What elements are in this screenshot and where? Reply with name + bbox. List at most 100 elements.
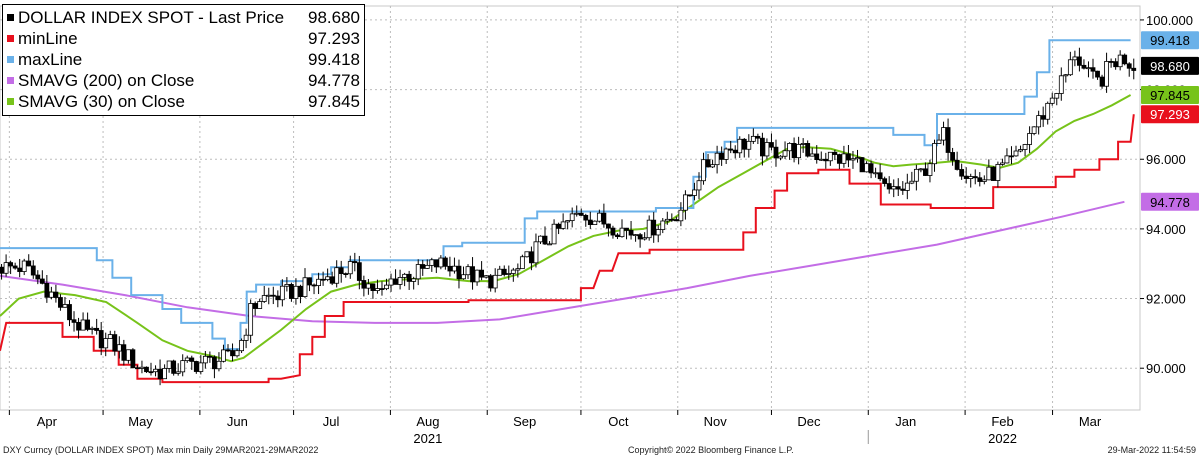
candle-up bbox=[402, 273, 408, 278]
candle-up bbox=[506, 273, 512, 275]
candle-down bbox=[320, 278, 326, 281]
x-year-label: 2022 bbox=[988, 431, 1017, 445]
candle-down bbox=[433, 259, 439, 268]
x-tick-label: Jun bbox=[227, 414, 248, 429]
candle-down bbox=[252, 303, 258, 309]
candle-down bbox=[12, 265, 18, 269]
candle-up bbox=[166, 360, 172, 369]
candle-down bbox=[846, 153, 851, 161]
candle-down bbox=[67, 304, 72, 321]
candle-up bbox=[1031, 126, 1037, 134]
candle-up bbox=[474, 269, 480, 283]
x-tick-label: May bbox=[128, 414, 153, 429]
candle-down bbox=[963, 175, 969, 179]
value-tag bbox=[1141, 105, 1199, 124]
candle-up bbox=[692, 189, 697, 196]
candle-down bbox=[501, 268, 507, 275]
candle-up bbox=[927, 163, 933, 176]
candle-down bbox=[356, 262, 362, 281]
candle-down bbox=[85, 319, 91, 330]
candle-down bbox=[298, 285, 303, 298]
candle-up bbox=[560, 221, 566, 229]
candle-down bbox=[479, 269, 485, 278]
candle-down bbox=[669, 218, 675, 221]
legend-series-value: 97.293 bbox=[308, 28, 360, 48]
candle-down bbox=[307, 277, 312, 286]
candle-down bbox=[945, 127, 951, 153]
candle-down bbox=[148, 371, 154, 374]
candle-up bbox=[1063, 74, 1069, 77]
candle-up bbox=[1022, 144, 1028, 150]
candle-up bbox=[592, 220, 598, 226]
candle-down bbox=[98, 330, 104, 349]
candle-up bbox=[981, 179, 987, 182]
value-tag-label: 99.418 bbox=[1150, 33, 1190, 48]
candle-up bbox=[375, 288, 380, 291]
candle-up bbox=[1018, 149, 1023, 152]
candle-down bbox=[805, 143, 811, 157]
candle-down bbox=[270, 294, 276, 297]
candle-up bbox=[1000, 162, 1005, 165]
value-tag bbox=[1141, 85, 1199, 104]
candle-up bbox=[782, 150, 788, 157]
footer-timestamp: 29-Mar-2022 11:54:59 bbox=[1107, 445, 1196, 455]
candle-down bbox=[121, 344, 127, 361]
candle-up bbox=[778, 155, 783, 159]
candle-down bbox=[193, 361, 199, 372]
x-tick-label: Mar bbox=[1079, 414, 1102, 429]
candle-up bbox=[239, 340, 244, 352]
candle-up bbox=[524, 251, 530, 258]
series-smavg-200-on-close bbox=[0, 200, 1125, 324]
candle-down bbox=[587, 219, 593, 226]
candle-up bbox=[1027, 133, 1032, 145]
candle-up bbox=[248, 303, 254, 336]
candle-down bbox=[189, 357, 195, 362]
candles bbox=[0, 47, 1137, 386]
legend-series-value: 94.778 bbox=[308, 70, 360, 90]
candle-down bbox=[39, 278, 45, 284]
candle-up bbox=[596, 212, 602, 222]
candle-up bbox=[909, 180, 915, 184]
candle-down bbox=[35, 274, 41, 280]
candle-down bbox=[1090, 67, 1096, 72]
candle-down bbox=[370, 283, 376, 291]
legend-series-value: 98.680 bbox=[308, 7, 360, 27]
candle-up bbox=[569, 213, 575, 222]
candle-down bbox=[338, 267, 344, 274]
candle-up bbox=[397, 277, 403, 285]
candle-down bbox=[637, 234, 643, 240]
candle-down bbox=[977, 177, 983, 182]
candle-down bbox=[212, 356, 217, 370]
x-tick-label: Jan bbox=[895, 414, 916, 429]
candle-up bbox=[809, 153, 815, 157]
candle-down bbox=[542, 235, 548, 245]
legend-item: DOLLAR INDEX SPOT - Last Price 98.680 bbox=[7, 7, 360, 28]
candle-down bbox=[1108, 61, 1114, 63]
candle-up bbox=[678, 209, 684, 222]
value-tag-label: 98.680 bbox=[1150, 59, 1190, 74]
candle-down bbox=[135, 367, 140, 370]
candle-up bbox=[1117, 54, 1123, 68]
candle-up bbox=[800, 143, 806, 145]
candle-down bbox=[959, 169, 965, 177]
candle-up bbox=[932, 143, 937, 165]
candle-down bbox=[578, 212, 584, 216]
legend-item: SMAVG (200) on Close 94.778 bbox=[7, 70, 360, 91]
candle-down bbox=[343, 273, 349, 275]
candle-up bbox=[347, 261, 353, 275]
candle-up bbox=[664, 218, 670, 222]
candle-up bbox=[180, 360, 186, 373]
candle-down bbox=[900, 188, 906, 191]
candle-down bbox=[529, 251, 534, 264]
candle-up bbox=[574, 212, 580, 215]
candle-up bbox=[1072, 56, 1078, 61]
candle-up bbox=[388, 278, 394, 286]
candle-up bbox=[261, 295, 267, 302]
candle-up bbox=[221, 349, 226, 362]
candle-up bbox=[515, 268, 521, 271]
candle-up bbox=[216, 360, 222, 370]
candle-down bbox=[230, 350, 235, 357]
legend-series-name: SMAVG (200) on Close bbox=[18, 70, 195, 90]
candle-down bbox=[1099, 76, 1105, 87]
legend-item: maxLine 99.418 bbox=[7, 49, 360, 70]
